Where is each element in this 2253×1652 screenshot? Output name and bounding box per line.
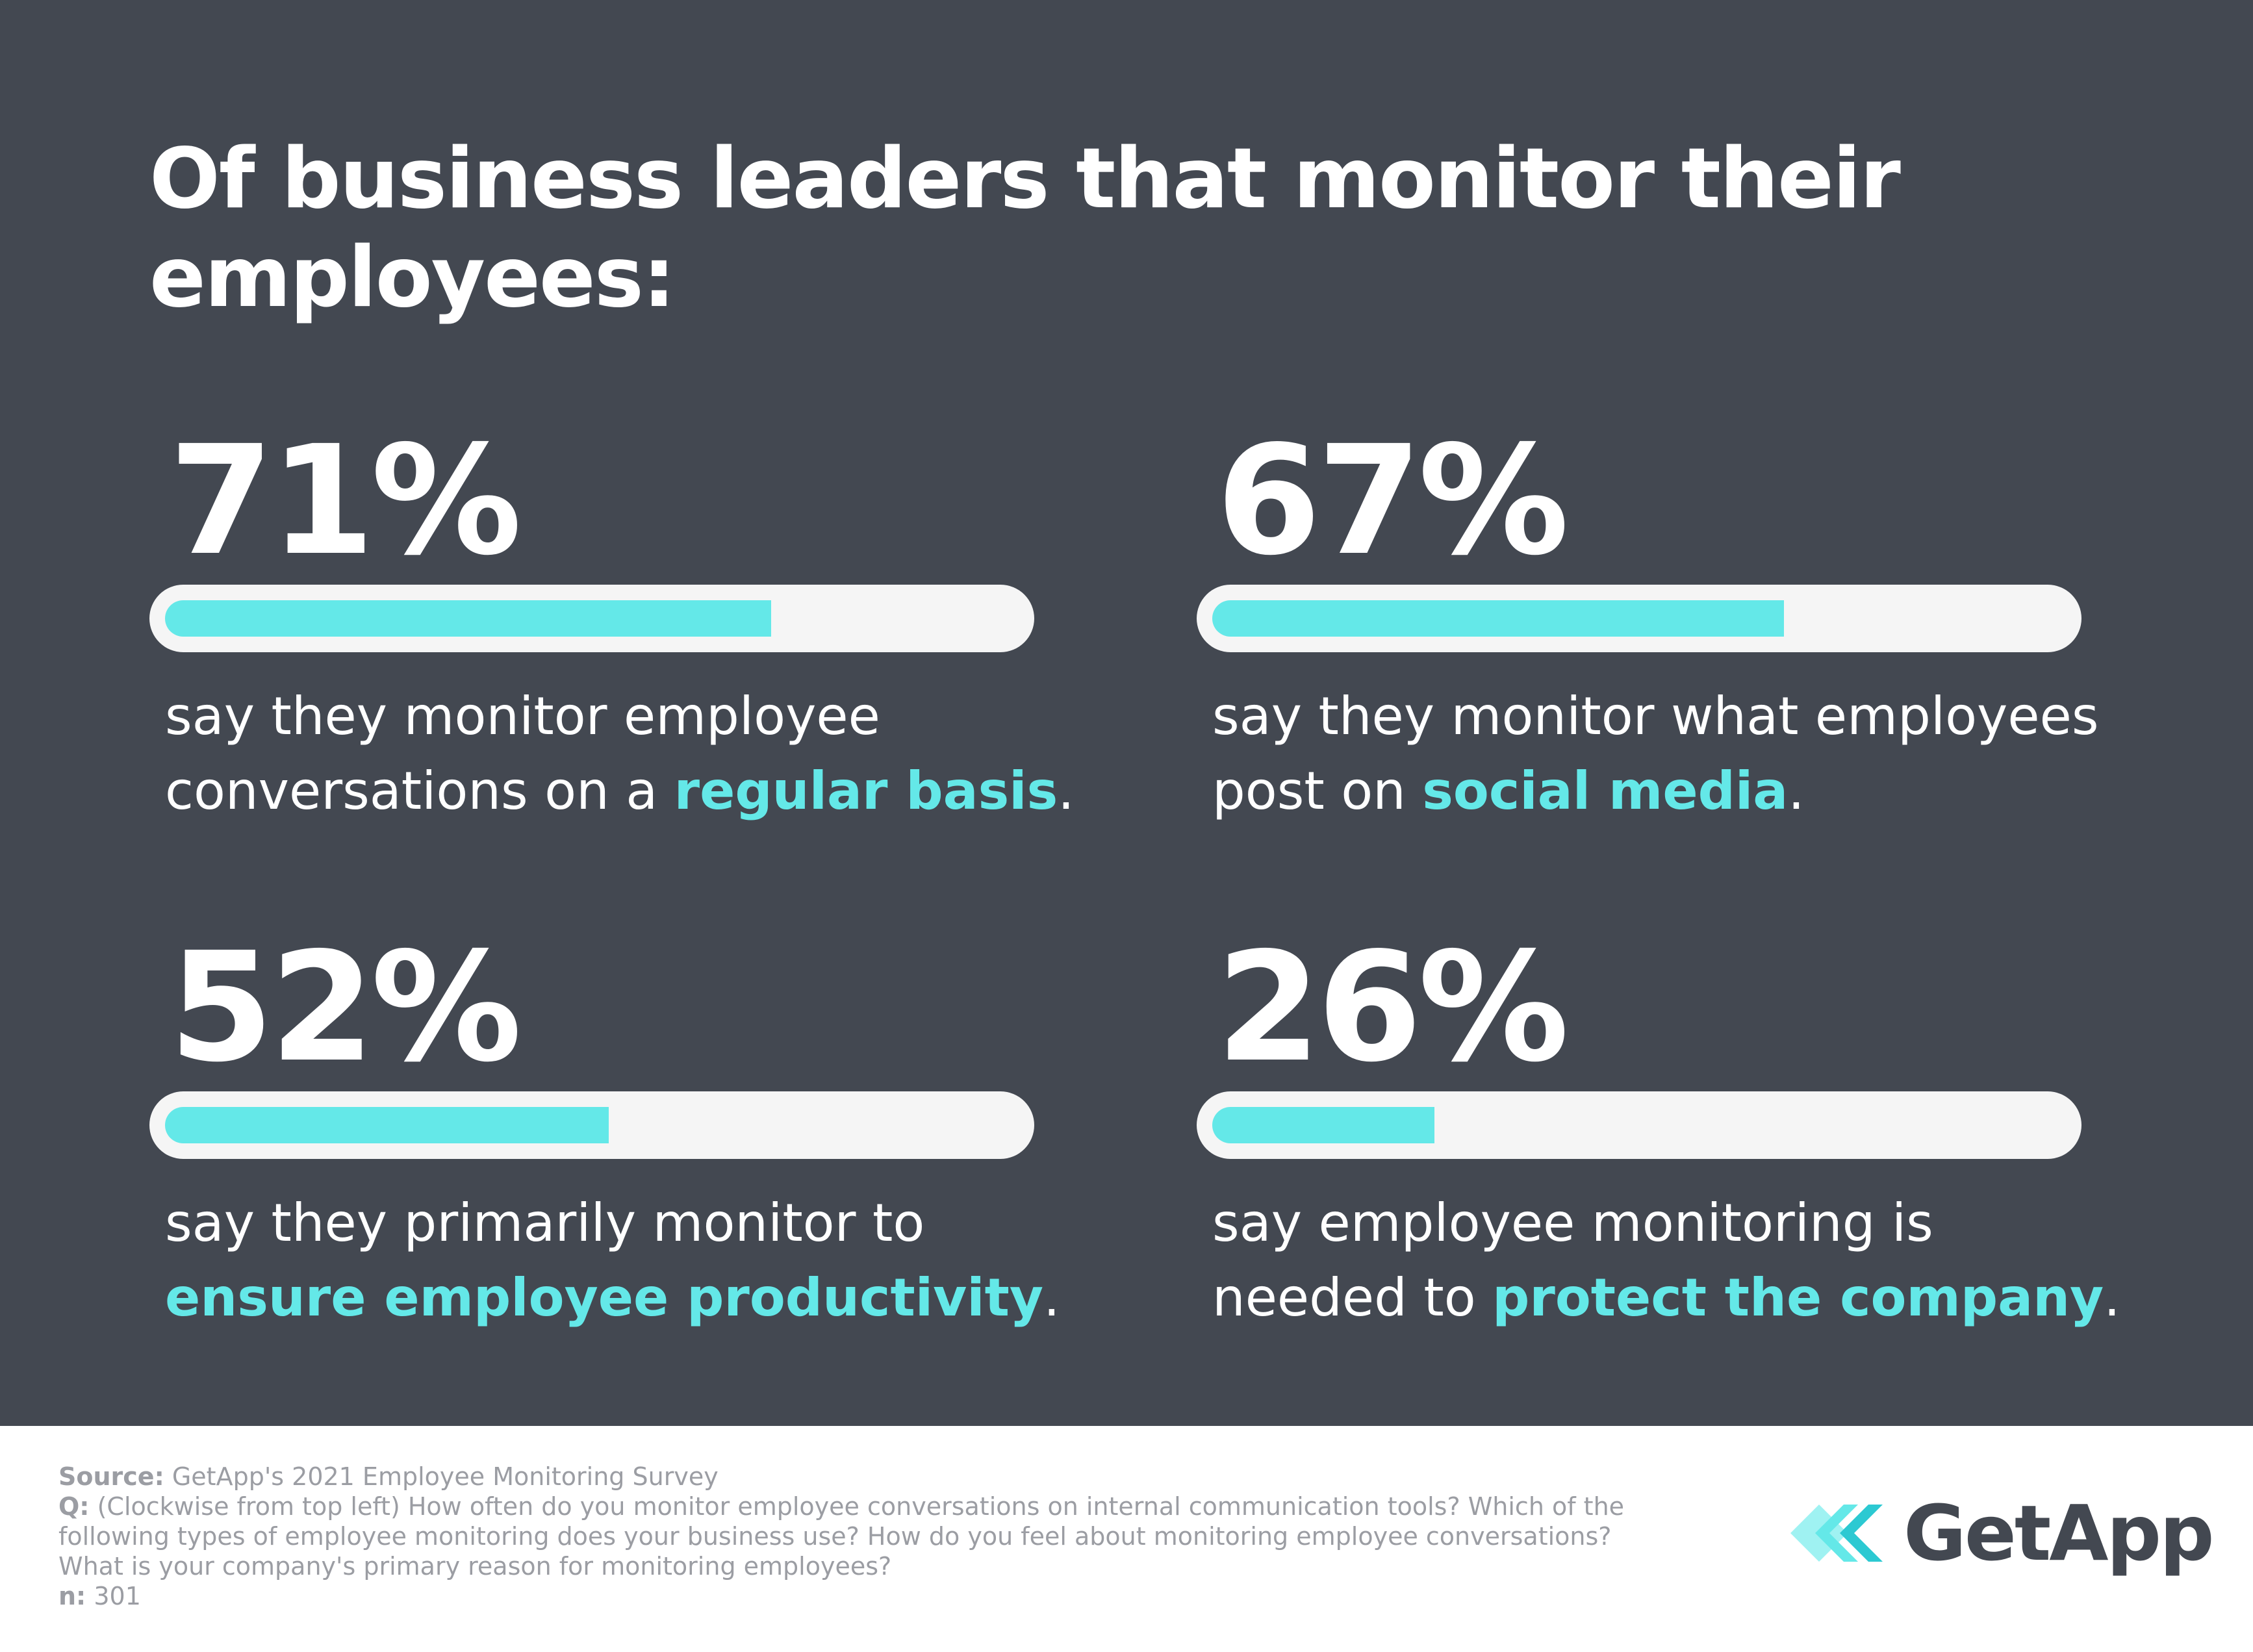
stat-percentage: 26% (1216, 920, 1569, 1095)
progress-fill (1212, 600, 1784, 637)
stat-description: say they monitor what employees post on … (1212, 686, 2099, 821)
stat-percentage: 71% (169, 413, 522, 589)
getapp-logo[interactable]: GetApp (1787, 1488, 2215, 1579)
getapp-chevrons-icon (1790, 1505, 1883, 1562)
stat-percentage: 67% (1216, 413, 1569, 589)
stat-description: say they monitor employee conversations … (165, 686, 1075, 821)
stat-percentage: 52% (169, 920, 522, 1095)
progress-fill (165, 600, 771, 637)
progress-track (149, 585, 1034, 652)
stat-highlight: ensure employee productivity (165, 1267, 1044, 1328)
source-line: Source: GetApp's 2021 Employee Monitorin… (58, 1462, 719, 1491)
stat-description: say they primarily monitor to ensure emp… (165, 1193, 1060, 1328)
progress-track (1197, 1091, 2081, 1159)
stat-highlight: social media (1422, 761, 1788, 821)
stat-highlight: regular basis (674, 761, 1058, 821)
footer-notes: Source: GetApp's 2021 Employee Monitorin… (58, 1462, 1670, 1611)
infographic-title: Of business leaders that monitor their e… (149, 131, 1901, 326)
progress-fill (1212, 1107, 1434, 1143)
stat-description: say employee monitoring is needed to pro… (1212, 1193, 2120, 1328)
question-line: Q: (Clockwise from top left) How often d… (58, 1492, 1625, 1581)
dark-panel (0, 0, 2253, 1426)
sample-size-line: n: 301 (58, 1582, 141, 1610)
progress-track (149, 1091, 1034, 1159)
logo-text: GetApp (1903, 1488, 2215, 1578)
progress-track (1197, 585, 2081, 652)
stat-highlight: protect the company (1492, 1267, 2104, 1328)
progress-fill (165, 1107, 609, 1143)
